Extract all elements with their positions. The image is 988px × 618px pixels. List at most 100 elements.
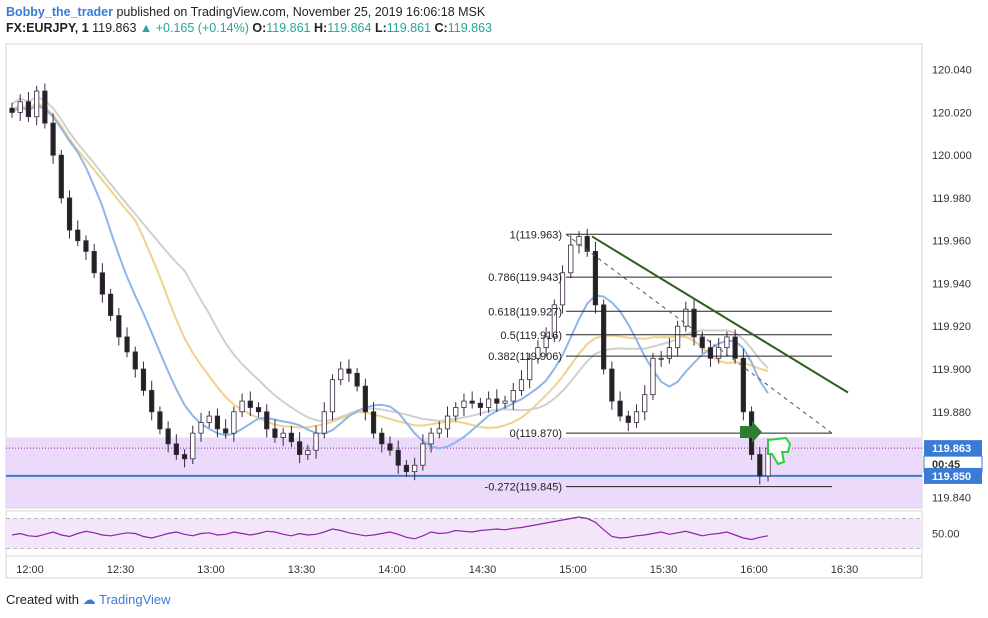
- fib-level-label: 0.382(119.906): [488, 351, 562, 363]
- thumbs-down-icon: [767, 436, 792, 466]
- candles: [9, 83, 771, 485]
- candle-body: [346, 368, 352, 374]
- candle-body: [124, 336, 130, 353]
- candle-body: [157, 411, 163, 430]
- header-row2: FX:EURJPY, 1 119.863 ▲ +0.165 (+0.14%) O…: [6, 20, 492, 36]
- candle-body: [181, 454, 188, 460]
- support-price-tag: 119.850: [932, 471, 971, 483]
- candle: [757, 447, 763, 485]
- candle: [502, 395, 508, 409]
- drawings: 1(119.963) 0.786(119.943) 0.618(119.927) 0.…: [485, 229, 849, 494]
- candle-body: [42, 90, 48, 124]
- candle-body: [642, 394, 648, 413]
- candle-body: [50, 122, 56, 156]
- arrow-right-icon: [740, 421, 762, 443]
- fib-level-label: -0.272(119.845): [485, 482, 562, 494]
- candle-body: [650, 357, 656, 396]
- candle-body: [206, 415, 212, 423]
- candle-body: [494, 398, 500, 404]
- candle: [658, 350, 664, 367]
- candle-body: [9, 107, 15, 113]
- candle: [633, 404, 640, 428]
- candle-body: [370, 411, 377, 434]
- candle-body: [165, 428, 171, 445]
- candle: [724, 331, 730, 357]
- time-tick-label: 15:30: [650, 564, 678, 576]
- rsi-band: [6, 518, 922, 549]
- candle: [17, 94, 23, 121]
- candle-body: [297, 441, 303, 455]
- candle-body: [288, 432, 294, 443]
- candle: [75, 220, 81, 247]
- candle: [403, 459, 410, 477]
- candle: [461, 393, 467, 417]
- fib-level-label: 0.618(119.927): [488, 306, 562, 318]
- candle: [412, 457, 418, 481]
- candle-body: [592, 251, 599, 306]
- candle: [272, 419, 278, 443]
- candle-body: [486, 398, 492, 408]
- candle: [91, 243, 97, 279]
- candle: [297, 432, 303, 464]
- tradingview-brand[interactable]: TradingView: [99, 592, 171, 607]
- candle-body: [379, 432, 385, 445]
- candle: [691, 299, 697, 346]
- candle: [436, 421, 442, 439]
- candle-body: [576, 236, 582, 246]
- candle-body: [724, 336, 730, 349]
- candle-body: [444, 415, 451, 430]
- candle: [395, 440, 401, 474]
- price-tick-label: 119.880: [932, 407, 971, 419]
- time-tick-label: 13:30: [288, 564, 316, 576]
- candle-body: [568, 244, 574, 274]
- candle: [305, 444, 311, 460]
- candle: [108, 288, 114, 321]
- candle-body: [173, 443, 179, 455]
- candle: [190, 425, 196, 465]
- candle-body: [666, 347, 672, 359]
- candle-body: [617, 400, 623, 417]
- candle: [477, 397, 483, 417]
- candle-body: [58, 154, 64, 199]
- rsi-tick-label: 50.00: [932, 529, 960, 541]
- candle-body: [518, 379, 525, 391]
- downtrend-line: [591, 235, 849, 394]
- candle-body: [321, 411, 327, 434]
- time-tick-label: 16:00: [740, 564, 768, 576]
- candle-body: [239, 400, 245, 413]
- candle: [420, 434, 426, 471]
- candle-body: [527, 357, 533, 381]
- candle: [625, 410, 631, 432]
- candle-body: [403, 464, 410, 473]
- candle-body: [149, 389, 155, 413]
- candle-body: [740, 357, 746, 413]
- candle-body: [140, 368, 147, 391]
- price-tick-label: 119.960: [932, 236, 971, 248]
- candle-body: [732, 336, 738, 359]
- candle: [494, 389, 500, 412]
- candle: [42, 83, 48, 129]
- candle: [264, 404, 270, 438]
- rsi-pane: 50.00: [6, 516, 960, 549]
- candle-body: [280, 432, 286, 438]
- candle: [551, 299, 557, 343]
- created-with-text: Created with: [6, 592, 79, 607]
- candle-body: [683, 308, 689, 327]
- ma-blue-line: [11, 104, 769, 450]
- author-name[interactable]: Bobby_the_trader: [6, 5, 113, 19]
- candle-body: [264, 411, 270, 430]
- current-price-tag-bg: [924, 440, 982, 457]
- candle-body: [510, 389, 516, 402]
- open-label: O:: [252, 21, 267, 35]
- moving-averages: [11, 95, 769, 450]
- candle: [198, 412, 204, 442]
- time-tick-label: 12:30: [107, 564, 135, 576]
- price-tick-label: 119.980: [932, 193, 971, 205]
- candle-body: [338, 368, 344, 381]
- candle-body: [412, 464, 418, 473]
- tradingview-logo-icon: ☁: [82, 592, 96, 607]
- candle-body: [17, 101, 23, 113]
- candle: [469, 391, 475, 409]
- candle-body: [75, 229, 81, 242]
